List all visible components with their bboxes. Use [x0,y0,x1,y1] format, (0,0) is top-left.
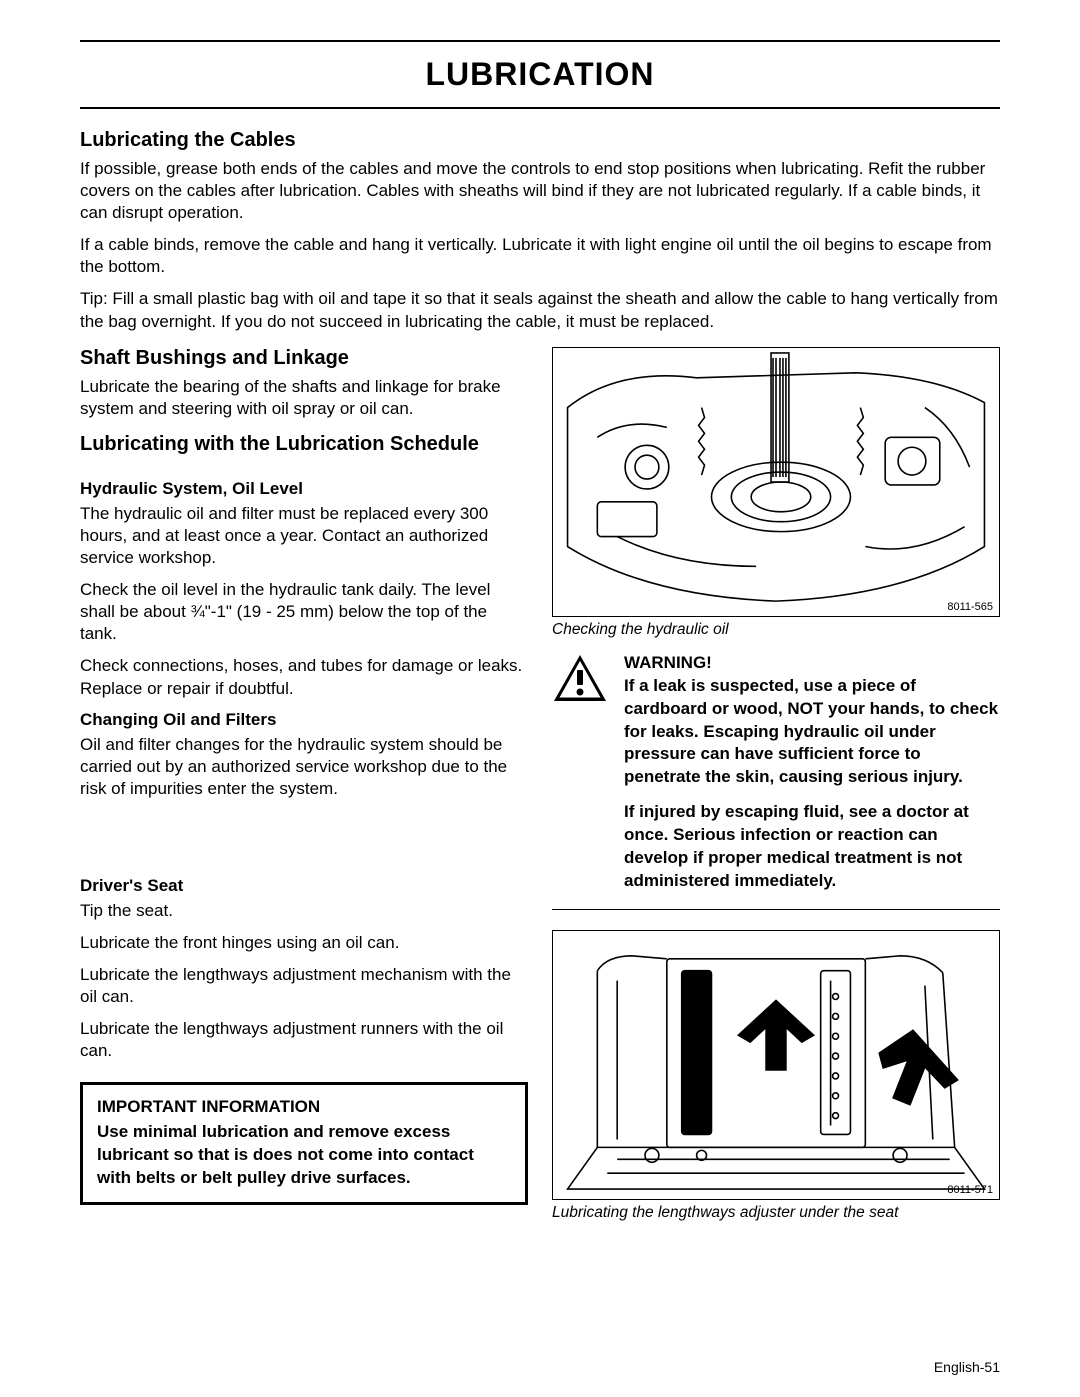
hydraulic-p1: The hydraulic oil and filter must be rep… [80,503,528,569]
warning-block: WARNING! If a leak is suspected, use a p… [552,653,1000,910]
seat-p4: Lubricate the lengthways adjustment runn… [80,1018,528,1062]
figure-seat-adjuster: 8011-571 [552,930,1000,1200]
hydraulic-title: Hydraulic System, Oil Level [80,479,528,499]
figure2-id: 8011-571 [947,1184,993,1196]
warning-p2: If injured by escaping fluid, see a doct… [624,801,1000,893]
changing-title: Changing Oil and Filters [80,710,528,730]
shaft-heading: Shaft Bushings and Linkage [80,347,528,370]
figure2-caption: Lubricating the lengthways adjuster unde… [552,1204,1000,1222]
seat-title: Driver's Seat [80,876,528,896]
seat-p2: Lubricate the front hinges using an oil … [80,932,528,954]
figure1-caption: Checking the hydraulic oil [552,621,1000,639]
hydraulic-p2: Check the oil level in the hydraulic tan… [80,579,528,645]
seat-p3: Lubricate the lengthways adjustment mech… [80,964,528,1008]
warning-p1: If a leak is suspected, use a piece of c… [624,675,1000,790]
warning-triangle-icon [552,653,608,893]
page-number: English-51 [934,1359,1000,1375]
section-cables: Lubricating the Cables If possible, grea… [80,129,1000,333]
cables-heading: Lubricating the Cables [80,129,1000,152]
right-column: 8011-565 Checking the hydraulic oil WARN… [552,347,1000,1222]
info-box-title: IMPORTANT INFORMATION [97,1097,511,1117]
hydraulic-oil-diagram [553,348,999,616]
cables-p2: If a cable binds, remove the cable and h… [80,234,1000,278]
schedule-heading: Lubricating with the Lubrication Schedul… [80,432,528,457]
figure-hydraulic-oil: 8011-565 [552,347,1000,617]
info-box-body: Use minimal lubrication and remove exces… [97,1121,511,1190]
page-title: LUBRICATION [80,40,1000,109]
figure1-id: 8011-565 [947,601,993,613]
left-column: Shaft Bushings and Linkage Lubricate the… [80,347,528,1222]
seat-p1: Tip the seat. [80,900,528,922]
cables-p1: If possible, grease both ends of the cab… [80,158,1000,224]
important-info-box: IMPORTANT INFORMATION Use minimal lubric… [80,1082,528,1205]
cables-p3: Tip: Fill a small plastic bag with oil a… [80,288,1000,332]
hydraulic-p3: Check connections, hoses, and tubes for … [80,655,528,699]
seat-adjuster-diagram [553,931,999,1199]
shaft-p1: Lubricate the bearing of the shafts and … [80,376,528,420]
changing-p1: Oil and filter changes for the hydraulic… [80,734,528,800]
warning-title: WARNING! [624,653,1000,673]
